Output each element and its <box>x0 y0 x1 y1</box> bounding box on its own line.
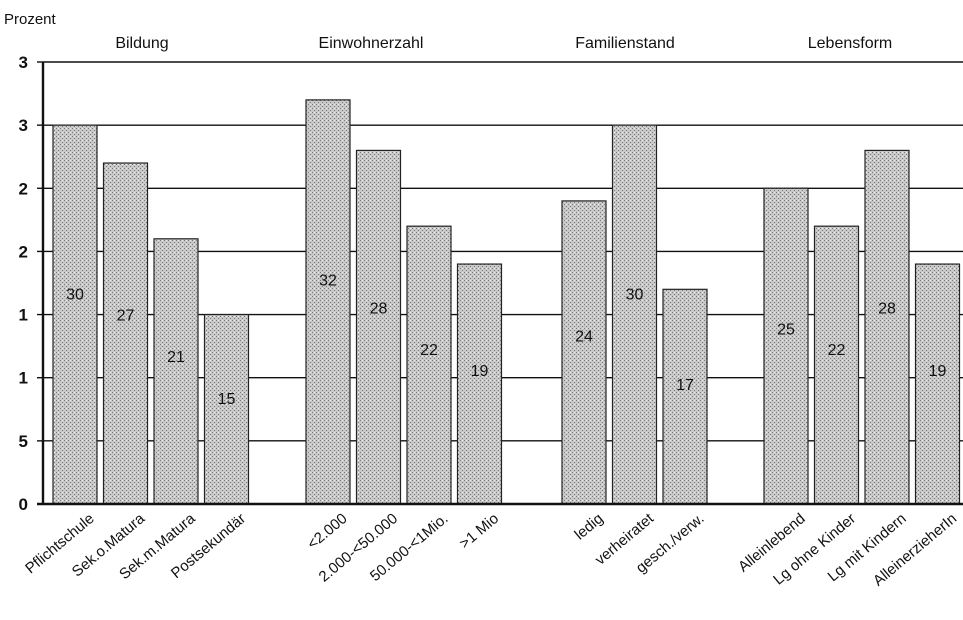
bar <box>102 162 149 505</box>
bar <box>864 149 910 505</box>
data-label: 27 <box>117 307 135 324</box>
data-label: 24 <box>575 328 593 345</box>
data-label: 30 <box>626 287 644 304</box>
y-tick-label: 3 <box>19 116 28 135</box>
y-tick-label: 3 <box>19 53 28 72</box>
data-label: 28 <box>878 301 896 318</box>
bar <box>763 187 809 505</box>
group-title: Lebensform <box>808 35 893 52</box>
data-label: 19 <box>471 363 489 380</box>
bar <box>813 225 860 505</box>
data-label: 22 <box>828 342 846 359</box>
y-tick-label: 1 <box>19 306 28 325</box>
data-label: 21 <box>167 349 185 366</box>
bar <box>914 263 961 505</box>
axes <box>37 61 963 506</box>
group-title: Bildung <box>115 35 168 52</box>
data-label: 32 <box>319 273 337 290</box>
data-label: 22 <box>420 342 438 359</box>
bar <box>561 200 607 505</box>
y-axis-label: Prozent <box>4 11 57 28</box>
group-title: Familienstand <box>575 35 675 52</box>
y-tick-label: 2 <box>19 242 28 261</box>
data-label: 25 <box>777 321 795 338</box>
bar <box>355 149 402 505</box>
bar <box>203 313 250 505</box>
y-tick-label: 1 <box>19 369 28 388</box>
bar <box>662 288 708 505</box>
bar <box>611 124 658 505</box>
y-tick-label: 5 <box>19 432 28 451</box>
bar <box>305 99 351 505</box>
data-label: 19 <box>929 363 947 380</box>
data-label: 28 <box>370 301 388 318</box>
category-label: >1 Mio <box>456 510 502 552</box>
bar <box>406 225 452 505</box>
bars <box>52 99 961 505</box>
category-label: ledig <box>571 510 606 543</box>
category-label: <2.000 <box>304 510 350 553</box>
bar <box>456 263 503 505</box>
data-label: 17 <box>676 377 694 394</box>
data-label: 15 <box>218 391 236 408</box>
data-label: 30 <box>66 287 84 304</box>
y-tick-label: 0 <box>19 495 28 514</box>
bar <box>52 124 98 505</box>
bar <box>153 238 199 505</box>
y-tick-label: 2 <box>19 179 28 198</box>
group-title: Einwohnerzahl <box>319 35 424 52</box>
